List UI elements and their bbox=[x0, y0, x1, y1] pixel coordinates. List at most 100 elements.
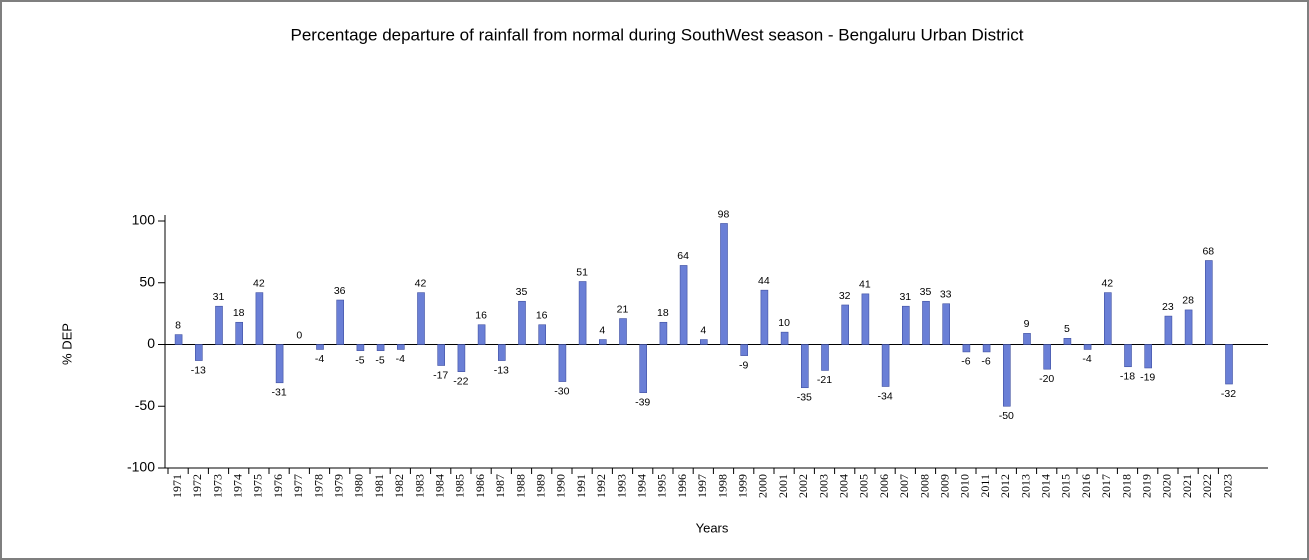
value-label: 18 bbox=[657, 307, 669, 319]
value-label: 21 bbox=[617, 303, 629, 315]
x-tick-label: 2012 bbox=[998, 474, 1012, 498]
x-tick-label: 2016 bbox=[1079, 474, 1093, 498]
value-label: 35 bbox=[920, 286, 932, 298]
value-label: -9 bbox=[739, 359, 748, 371]
bar bbox=[598, 339, 607, 345]
x-tick-label: 2020 bbox=[1160, 474, 1174, 498]
x-tick-label: 1982 bbox=[392, 474, 406, 498]
value-label: 64 bbox=[677, 250, 689, 262]
x-tick-label: 2009 bbox=[937, 474, 951, 498]
bar bbox=[1164, 315, 1173, 345]
value-label: 31 bbox=[899, 291, 911, 303]
value-label: -30 bbox=[554, 385, 569, 397]
x-tick-label: 1995 bbox=[655, 474, 669, 498]
x-tick-label: 2007 bbox=[897, 474, 911, 498]
bar bbox=[982, 344, 991, 353]
x-tick-label: 1998 bbox=[715, 474, 729, 498]
x-tick-label: 1994 bbox=[634, 474, 648, 498]
bar bbox=[1205, 260, 1213, 345]
value-label: 42 bbox=[1101, 277, 1113, 289]
value-label: 18 bbox=[233, 307, 245, 319]
value-label: -4 bbox=[1082, 353, 1091, 365]
bar bbox=[942, 303, 951, 345]
value-label: -39 bbox=[635, 396, 650, 408]
value-label: -13 bbox=[494, 364, 509, 376]
x-tick-label: 1980 bbox=[352, 474, 366, 498]
x-tick-label: 1976 bbox=[271, 474, 285, 498]
x-tick-label: 2005 bbox=[857, 474, 871, 498]
value-label: 16 bbox=[475, 310, 487, 322]
value-label: 35 bbox=[516, 286, 528, 298]
value-label: -22 bbox=[453, 375, 468, 387]
value-label: 0 bbox=[296, 329, 302, 341]
value-label: 98 bbox=[718, 208, 730, 220]
bar bbox=[235, 321, 243, 345]
value-label: -34 bbox=[878, 390, 893, 402]
x-tick-label: 1991 bbox=[574, 474, 588, 498]
bar bbox=[1043, 344, 1051, 370]
x-axis-label: Years bbox=[696, 520, 729, 535]
value-label: 41 bbox=[859, 279, 871, 291]
x-tick-label: 1979 bbox=[331, 474, 345, 498]
bar bbox=[437, 344, 446, 366]
y-tick-label: 100 bbox=[132, 212, 156, 228]
bar bbox=[780, 331, 789, 345]
x-tick-label: 1978 bbox=[311, 474, 325, 498]
x-tick-label: 1981 bbox=[372, 474, 386, 498]
bar bbox=[639, 344, 648, 393]
value-label: 10 bbox=[778, 317, 790, 329]
x-tick-label: 1973 bbox=[210, 474, 224, 498]
x-tick-label: 2015 bbox=[1059, 474, 1073, 498]
x-tick-label: 2002 bbox=[796, 474, 810, 498]
value-label: -18 bbox=[1120, 371, 1135, 383]
value-label: 4 bbox=[700, 324, 706, 336]
bar bbox=[396, 344, 405, 350]
value-label: 5 bbox=[1064, 323, 1070, 335]
bar bbox=[558, 344, 567, 382]
x-tick-label: 2017 bbox=[1099, 474, 1113, 498]
x-tick-label: 1989 bbox=[533, 474, 547, 498]
x-tick-label: 2014 bbox=[1038, 474, 1052, 498]
value-label: 23 bbox=[1162, 301, 1174, 313]
bar bbox=[538, 324, 547, 345]
x-tick-label: 2023 bbox=[1220, 474, 1234, 498]
bar bbox=[477, 324, 486, 345]
value-label: -13 bbox=[191, 364, 206, 376]
x-tick-label: 2011 bbox=[978, 474, 992, 498]
x-tick-label: 1996 bbox=[675, 474, 689, 498]
value-label: 42 bbox=[415, 277, 427, 289]
bar bbox=[497, 344, 506, 361]
bar bbox=[578, 281, 587, 345]
x-tick-label: 1993 bbox=[614, 474, 628, 498]
value-label: -32 bbox=[1221, 388, 1236, 400]
value-label: 28 bbox=[1182, 295, 1194, 307]
x-tick-label: 2022 bbox=[1200, 474, 1214, 498]
bar bbox=[720, 223, 728, 345]
bar bbox=[881, 344, 890, 387]
bar bbox=[922, 300, 930, 345]
value-label: 51 bbox=[576, 266, 588, 278]
value-label: 9 bbox=[1024, 318, 1030, 330]
x-tick-label: 2019 bbox=[1139, 474, 1153, 498]
bar bbox=[195, 344, 203, 361]
bar bbox=[1225, 344, 1233, 385]
value-label: -50 bbox=[999, 410, 1014, 422]
value-label: 33 bbox=[940, 289, 952, 301]
x-tick-label: 1987 bbox=[493, 474, 507, 498]
bar bbox=[215, 305, 223, 345]
value-label: 16 bbox=[536, 310, 548, 322]
bar bbox=[255, 292, 264, 345]
bar bbox=[1002, 344, 1011, 407]
value-label: 4 bbox=[599, 324, 605, 336]
bar bbox=[962, 344, 971, 353]
value-label: -31 bbox=[272, 387, 287, 399]
bar bbox=[275, 344, 284, 384]
bar bbox=[800, 344, 809, 389]
x-tick-label: 2000 bbox=[756, 474, 770, 498]
bar bbox=[901, 305, 910, 345]
y-tick-label: 0 bbox=[147, 335, 155, 351]
x-tick-label: 1983 bbox=[412, 474, 426, 498]
value-label: 32 bbox=[839, 290, 851, 302]
value-label: -17 bbox=[433, 369, 448, 381]
